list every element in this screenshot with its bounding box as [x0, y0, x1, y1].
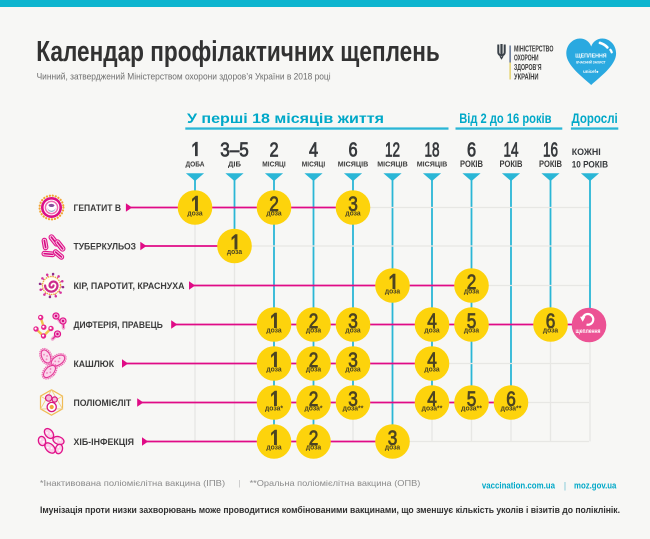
svg-text:доза: доза	[345, 211, 360, 218]
svg-text:2: 2	[309, 309, 319, 333]
svg-text:3: 3	[348, 348, 358, 372]
svg-text:ХІБ-ІНФЕКЦІЯ: ХІБ-ІНФЕКЦІЯ	[74, 437, 135, 447]
svg-text:6: 6	[467, 139, 476, 161]
svg-text:14: 14	[504, 139, 519, 161]
svg-text:доза: доза	[424, 367, 439, 374]
svg-text:|: |	[238, 478, 240, 488]
svg-text:3: 3	[348, 387, 358, 411]
svg-text:КАШЛЮК: КАШЛЮК	[74, 359, 115, 369]
svg-text:доза: доза	[227, 249, 242, 256]
svg-text:МІСЯЦІВ: МІСЯЦІВ	[338, 159, 369, 168]
svg-text:доза: доза	[266, 328, 281, 335]
svg-text:доза**: доза**	[422, 406, 443, 413]
svg-text:РОКІВ: РОКІВ	[500, 159, 523, 169]
svg-text:РОКІВ: РОКІВ	[539, 159, 562, 169]
svg-text:ДОБА: ДОБА	[186, 159, 205, 168]
svg-text:ЩЕПЛЕННЯ: ЩЕПЛЕННЯ	[575, 54, 606, 60]
svg-text:доза: доза	[543, 328, 558, 335]
svg-text:2: 2	[309, 426, 319, 450]
svg-text:4: 4	[427, 348, 437, 372]
svg-text:доза: доза	[187, 211, 202, 218]
svg-text:16: 16	[543, 139, 558, 161]
svg-text:2: 2	[309, 387, 319, 411]
svg-text:КОЖНІ: КОЖНІ	[572, 147, 601, 157]
svg-text:УКРАЇНИ: УКРАЇНИ	[514, 72, 539, 81]
svg-text:МІСЯЦІВ: МІСЯЦІВ	[417, 159, 448, 168]
svg-text:2: 2	[309, 348, 319, 372]
svg-text:ДИФТЕРІЯ, ПРАВЕЦЬ: ДИФТЕРІЯ, ПРАВЕЦЬ	[74, 320, 164, 330]
svg-text:5: 5	[467, 387, 477, 411]
svg-text:3–5: 3–5	[220, 139, 249, 161]
svg-text:Імунізація проти низки захворю: Імунізація проти низки захворювань може …	[40, 505, 620, 515]
svg-text:МІСЯЦІ: МІСЯЦІ	[302, 159, 325, 168]
svg-text:12: 12	[385, 139, 400, 161]
svg-text:КІР, ПАРОТИТ, КРАСНУХА: КІР, ПАРОТИТ, КРАСНУХА	[74, 281, 185, 291]
svg-text:Дорослі: Дорослі	[572, 111, 618, 127]
svg-text:ДІБ: ДІБ	[228, 159, 242, 168]
svg-text:|: |	[564, 480, 566, 490]
svg-text:доза: доза	[385, 445, 400, 452]
svg-text:4: 4	[309, 139, 318, 161]
svg-text:доза: доза	[464, 289, 479, 296]
svg-text:доза: доза	[464, 328, 479, 335]
svg-text:18: 18	[425, 139, 440, 161]
svg-text:ОХОРОНИ: ОХОРОНИ	[514, 54, 539, 63]
svg-text:vaccination.com.ua: vaccination.com.ua	[482, 480, 555, 490]
svg-text:доза: доза	[306, 328, 321, 335]
svg-text:доза: доза	[306, 367, 321, 374]
svg-text:3: 3	[348, 309, 358, 333]
svg-text:6: 6	[348, 139, 357, 161]
svg-text:доза*: доза*	[265, 406, 283, 413]
svg-text:ПОЛІОМІЄЛІТ: ПОЛІОМІЄЛІТ	[74, 398, 132, 408]
svg-text:У перші 18 місяців життя: У перші 18 місяців життя	[187, 111, 384, 127]
svg-text:доза**: доза**	[461, 406, 482, 413]
svg-text:ГЕПАТИТ В: ГЕПАТИТ В	[74, 203, 122, 213]
svg-text:МІНІСТЕРСТВО: МІНІСТЕРСТВО	[514, 44, 553, 53]
svg-text:*Інактивована поліомієлітна ва: *Інактивована поліомієлітна вакцина (ІПВ…	[40, 478, 225, 488]
svg-text:3: 3	[388, 426, 398, 450]
svg-text:6: 6	[546, 309, 556, 333]
svg-text:unicef●: unicef●	[583, 69, 599, 74]
svg-text:5: 5	[467, 309, 477, 333]
svg-text:доза: доза	[266, 211, 281, 218]
svg-text:РОКІВ: РОКІВ	[460, 159, 483, 169]
svg-text:доза*: доза*	[305, 406, 323, 413]
svg-text:доза: доза	[385, 289, 400, 296]
svg-text:Календар профілактичних щеплен: Календар профілактичних щеплень	[36, 36, 440, 68]
svg-text:доза**: доза**	[501, 406, 522, 413]
svg-text:доза: доза	[266, 367, 281, 374]
svg-text:доза: доза	[345, 367, 360, 374]
svg-text:доза: доза	[266, 445, 281, 452]
svg-text:3: 3	[348, 192, 358, 216]
svg-text:щеплення: щеплення	[576, 328, 601, 335]
svg-text:ЗДОРОВ’Я: ЗДОРОВ’Я	[514, 63, 542, 72]
svg-text:Чинний, затверджений Міністерс: Чинний, затверджений Міністерством охоро…	[37, 71, 331, 81]
svg-text:Від 2 до 16 років: Від 2 до 16 років	[459, 111, 552, 127]
svg-text:4: 4	[427, 387, 437, 411]
svg-text:2: 2	[467, 270, 477, 294]
svg-text:доза**: доза**	[343, 406, 364, 413]
svg-text:10 РОКІВ: 10 РОКІВ	[572, 159, 609, 169]
svg-text:доза: доза	[424, 328, 439, 335]
svg-text:МІСЯЦІВ: МІСЯЦІВ	[377, 159, 408, 168]
svg-text:доза: доза	[306, 445, 321, 452]
svg-text:6: 6	[506, 387, 516, 411]
svg-text:МІСЯЦІ: МІСЯЦІ	[262, 159, 285, 168]
svg-text:ТУБЕРКУЛЬОЗ: ТУБЕРКУЛЬОЗ	[74, 242, 137, 252]
svg-text:2: 2	[269, 192, 279, 216]
svg-text:2: 2	[269, 139, 278, 161]
svg-text:4: 4	[427, 309, 437, 333]
svg-text:**Оральна поліомієлітна вакцин: **Оральна поліомієлітна вакцина (ОПВ)	[250, 478, 421, 488]
svg-text:moz.gov.ua: moz.gov.ua	[574, 480, 616, 490]
svg-text:ВЧАСНИЙ ЗАХИСТ: ВЧАСНИЙ ЗАХИСТ	[576, 60, 606, 64]
svg-text:доза: доза	[345, 328, 360, 335]
